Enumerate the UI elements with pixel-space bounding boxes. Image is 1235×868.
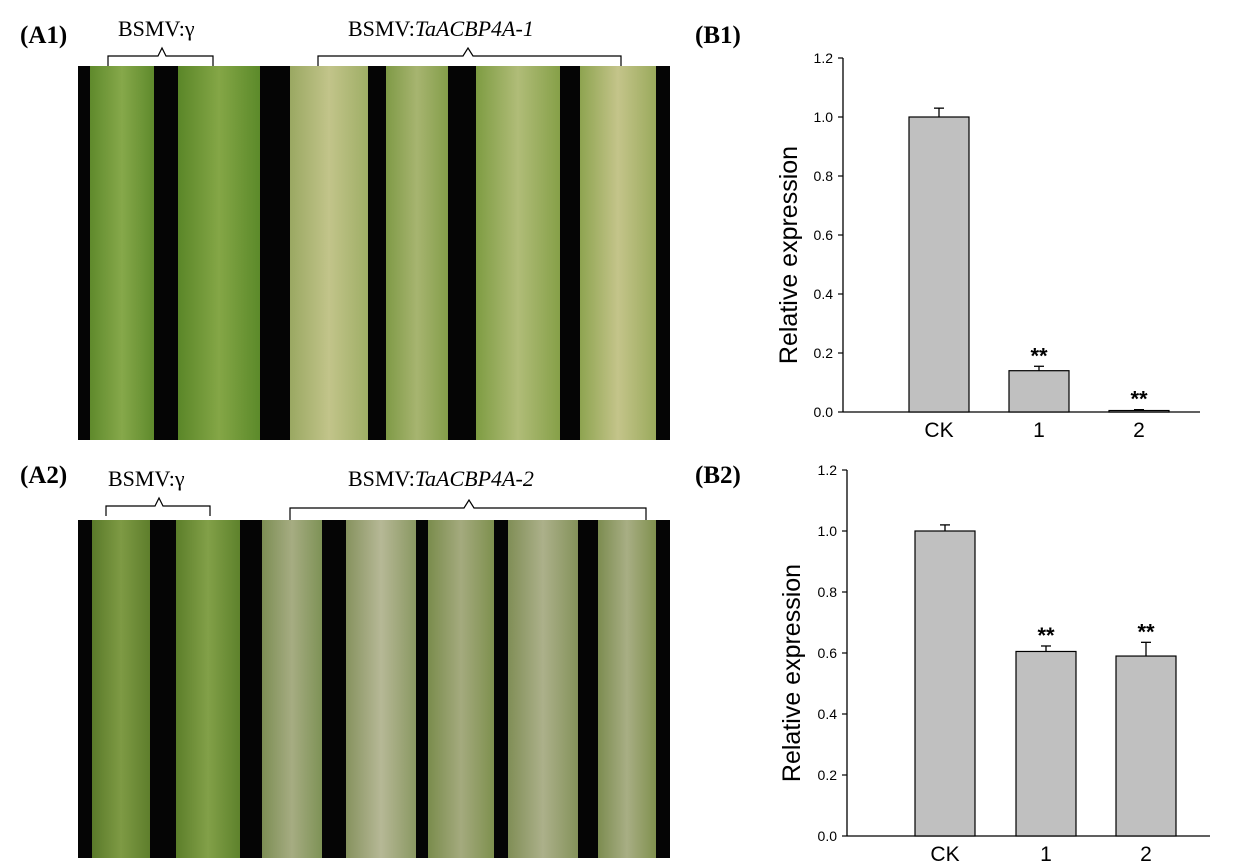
chart-b1-y-tick-label: 1.2	[814, 50, 834, 66]
chart-b2-y-tick-label: 1.0	[818, 523, 838, 539]
leaf-control-2	[178, 66, 260, 440]
bracket-a1-control	[107, 46, 214, 66]
leaf-silenced-3	[428, 520, 494, 858]
chart-b1-y-tick-label: 0.0	[814, 404, 834, 420]
panel-label-a1: (A1)	[20, 22, 68, 49]
leaf-control-1	[90, 66, 154, 440]
chart-b2-y-tick-label: 0.6	[818, 645, 838, 661]
chart-b1-y-tick-label: 0.4	[814, 286, 834, 302]
leaf-photo-a1	[78, 66, 670, 440]
leaf-silenced-4	[580, 66, 656, 440]
chart-b1-bar-CK	[908, 116, 970, 413]
chart-b2-y-tick-label: 0.8	[818, 584, 838, 600]
chart-b1-x-tick-label-1: 1	[1033, 419, 1045, 442]
chart-b1-significance-2: **	[1130, 387, 1148, 412]
leaf-silenced-2	[386, 66, 448, 440]
chart-b2-bar-2	[1115, 655, 1177, 837]
chart-b2-significance-1: **	[1037, 623, 1055, 648]
panel-label-b2: (B2)	[695, 462, 741, 489]
panel-label-b1: (B1)	[695, 22, 741, 49]
chart-b1: 0.0 0.2 0.4 0.6 0.8 1.0 1.2 Relative expression…	[775, 50, 1200, 442]
leaf-silenced-1	[262, 520, 322, 858]
leaf-silenced-4	[508, 520, 578, 858]
leaf-control-1	[92, 520, 150, 858]
chart-b1-y-tick-label: 0.6	[814, 227, 834, 243]
chart-b1-significance-1: **	[1030, 343, 1048, 368]
a1-treatment-label: BSMV:TaACBP4A-1	[348, 16, 534, 41]
bracket-a2-control	[105, 496, 211, 516]
bracket-a2-treatment	[289, 498, 647, 520]
chart-b1-y-axis-label: Relative expression	[775, 146, 803, 364]
chart-b2-bar-1	[1015, 650, 1077, 837]
leaf-silenced-5	[598, 520, 656, 858]
chart-b2-x-tick-label-2: 2	[1140, 843, 1152, 866]
chart-b1-x-tick-label-CK: CK	[924, 419, 953, 442]
panel-label-a2: (A2)	[20, 462, 68, 489]
a2-treatment-label: BSMV:TaACBP4A-2	[348, 466, 534, 491]
chart-b2: 0.0 0.2 0.4 0.6 0.8 1.0 1.2 Relative expression…	[778, 462, 1210, 866]
chart-b1-x-tick-label-2: 2	[1133, 419, 1145, 442]
leaf-photo-a2	[78, 520, 670, 858]
chart-b2-significance-2: **	[1137, 619, 1155, 644]
group-brackets	[105, 46, 647, 520]
chart-b2-y-tick-label: 0.2	[818, 767, 838, 783]
chart-b1-y-tick-label: 0.8	[814, 168, 834, 184]
chart-b1-bar-1	[1008, 370, 1070, 413]
leaf-silenced-1	[290, 66, 368, 440]
bracket-a1-treatment	[317, 46, 622, 66]
chart-b2-bar-CK	[914, 530, 976, 837]
chart-b2-y-tick-label: 1.2	[818, 462, 838, 478]
leaf-silenced-2	[346, 520, 416, 858]
leaf-silenced-3	[476, 66, 560, 440]
chart-b2-y-axis-label: Relative expression	[778, 564, 806, 782]
chart-b2-y-tick-label: 0.4	[818, 706, 838, 722]
chart-b2-x-tick-label-CK: CK	[930, 843, 959, 866]
a1-control-label: BSMV:γ	[118, 16, 195, 41]
leaf-control-2	[176, 520, 240, 858]
chart-b1-y-tick-label: 0.2	[814, 345, 834, 361]
a2-control-label: BSMV:γ	[108, 466, 185, 491]
chart-b2-x-tick-label-1: 1	[1040, 843, 1052, 866]
chart-b1-y-tick-label: 1.0	[814, 109, 834, 125]
chart-b2-y-tick-label: 0.0	[818, 828, 838, 844]
